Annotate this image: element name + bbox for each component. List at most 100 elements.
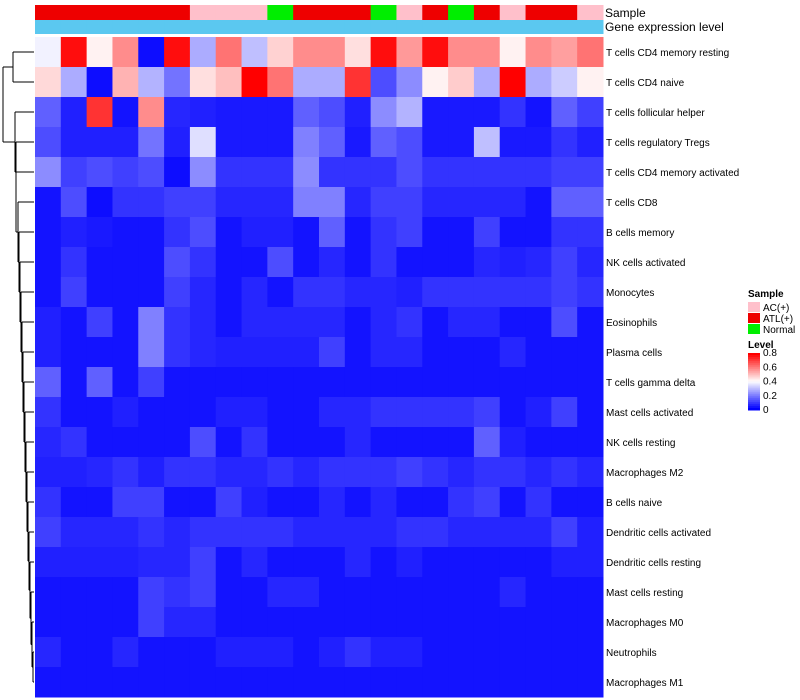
heatmap-cell — [86, 547, 113, 578]
heatmap-cell — [60, 397, 88, 428]
heatmap-cell — [138, 97, 165, 128]
heatmap-cell — [396, 517, 423, 548]
heatmap-cell — [396, 97, 423, 128]
heatmap-cell — [319, 517, 346, 548]
heatmap-cell — [60, 577, 88, 608]
legend-sample-swatch — [748, 324, 760, 334]
heatmap-cell — [448, 637, 475, 668]
heatmap-cell — [112, 37, 139, 68]
heatmap-cell — [370, 577, 397, 608]
heatmap-cell — [370, 67, 397, 98]
heatmap-cell — [60, 547, 88, 578]
legend-gradient-step — [748, 375, 760, 378]
heatmap-cell — [319, 337, 346, 368]
heatmap-cell — [112, 247, 139, 278]
legend-gradient-step — [748, 387, 760, 391]
heatmap-cell — [319, 667, 346, 698]
row-label: Mast cells resting — [606, 588, 683, 599]
heatmap-cell — [473, 97, 501, 128]
heatmap-cell — [189, 307, 217, 338]
heatmap-cell — [396, 217, 423, 248]
heatmap-cell — [60, 37, 88, 68]
heatmap-cell — [396, 367, 423, 398]
heatmap-cell — [86, 67, 113, 98]
gene-expression-annotation-cell — [448, 20, 475, 34]
heatmap-cell — [241, 97, 268, 128]
heatmap-cell — [319, 577, 346, 608]
legend-gradient-step — [748, 355, 760, 358]
heatmap-cell — [319, 487, 346, 518]
heatmap-cell — [60, 337, 88, 368]
heatmap-cell — [138, 67, 165, 98]
heatmap-cell — [499, 487, 527, 518]
sample-annotation-cell — [499, 5, 527, 20]
heatmap-cell — [551, 247, 578, 278]
heatmap-cell — [267, 277, 294, 308]
sample-annotation-cell — [112, 5, 139, 20]
heatmap-cell — [241, 667, 268, 698]
heatmap-cell — [35, 67, 62, 98]
heatmap-cell — [189, 637, 217, 668]
heatmap-cell — [293, 187, 320, 218]
heatmap-cell — [35, 307, 62, 338]
heatmap-cell — [370, 187, 397, 218]
heatmap-cell — [215, 187, 243, 218]
heatmap-cell — [473, 247, 501, 278]
legend-gradient-step — [748, 379, 760, 382]
legend-sample-swatch — [748, 302, 760, 312]
heatmap-cell — [396, 277, 423, 308]
legend-gradient-step — [748, 377, 760, 380]
legend-gradient-step — [748, 365, 760, 368]
heatmap-cell — [344, 307, 372, 338]
heatmap-cell — [215, 97, 243, 128]
legend-level-gradient — [748, 353, 760, 411]
row-label: Macrophages M0 — [606, 618, 684, 629]
heatmap-cell — [164, 397, 191, 428]
heatmap-cell — [164, 457, 191, 488]
heatmap-cell — [86, 247, 113, 278]
heatmap-cell — [551, 487, 578, 518]
heatmap-cell — [164, 577, 191, 608]
heatmap-cell — [35, 337, 62, 368]
heatmap-cell — [396, 607, 423, 638]
heatmap-cell — [86, 127, 113, 158]
sample-annotation-cell — [344, 5, 372, 20]
heatmap-cell — [293, 97, 320, 128]
heatmap-cell — [189, 217, 217, 248]
heatmap-cell — [370, 637, 397, 668]
sample-annotation-cell — [189, 5, 217, 20]
heatmap-cell — [448, 97, 475, 128]
sample-annotation-cell — [35, 5, 62, 20]
heatmap-cell — [112, 517, 139, 548]
heatmap-cell — [473, 217, 501, 248]
heatmap-cell — [396, 157, 423, 188]
heatmap-cell — [525, 187, 552, 218]
heatmap-cell — [499, 577, 527, 608]
heatmap-cell — [60, 667, 88, 698]
row-label: T cells CD4 memory resting — [606, 48, 729, 59]
heatmap-cell — [396, 547, 423, 578]
heatmap-cell — [551, 547, 578, 578]
heatmap-cell — [138, 277, 165, 308]
heatmap-cell — [267, 67, 294, 98]
legend-gradient-step — [748, 383, 760, 387]
legend-level-tick: 0.4 — [763, 377, 777, 388]
heatmap-cell — [138, 577, 165, 608]
heatmap-cell — [525, 37, 552, 68]
heatmap-cell — [473, 127, 501, 158]
heatmap-cell — [189, 517, 217, 548]
heatmap-cell — [551, 97, 578, 128]
heatmap-cell — [35, 217, 62, 248]
heatmap-cell — [241, 397, 268, 428]
row-label: Eosinophils — [606, 318, 657, 329]
heatmap-cell — [370, 457, 397, 488]
gene-expression-annotation-cell — [35, 20, 62, 34]
heatmap-cell — [35, 397, 62, 428]
heatmap-cell — [499, 337, 527, 368]
heatmap-cell — [577, 37, 604, 68]
heatmap-cell — [551, 37, 578, 68]
row-label: T cells CD4 naive — [606, 78, 685, 89]
heatmap-cell — [164, 127, 191, 158]
heatmap-cell — [422, 637, 449, 668]
heatmap-cell — [241, 157, 268, 188]
